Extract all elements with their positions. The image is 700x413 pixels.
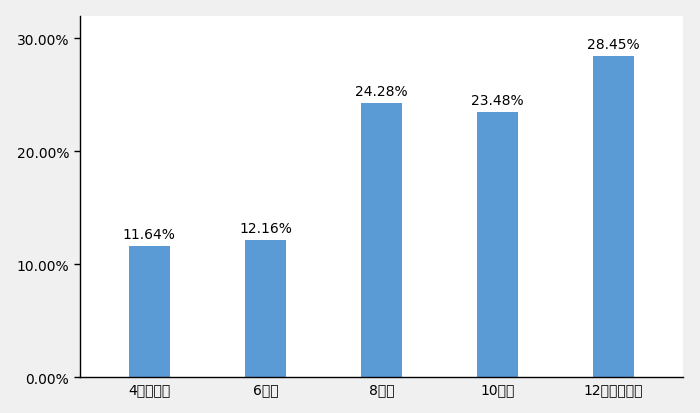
Text: 12.16%: 12.16% bbox=[239, 222, 292, 236]
Bar bbox=[594, 57, 634, 377]
Bar bbox=[477, 113, 518, 377]
Bar bbox=[129, 246, 169, 377]
Bar bbox=[361, 104, 402, 377]
Text: 28.45%: 28.45% bbox=[587, 38, 640, 52]
Text: 24.28%: 24.28% bbox=[355, 85, 408, 99]
Bar bbox=[245, 240, 286, 377]
Text: 11.64%: 11.64% bbox=[123, 228, 176, 242]
Text: 23.48%: 23.48% bbox=[471, 94, 524, 108]
